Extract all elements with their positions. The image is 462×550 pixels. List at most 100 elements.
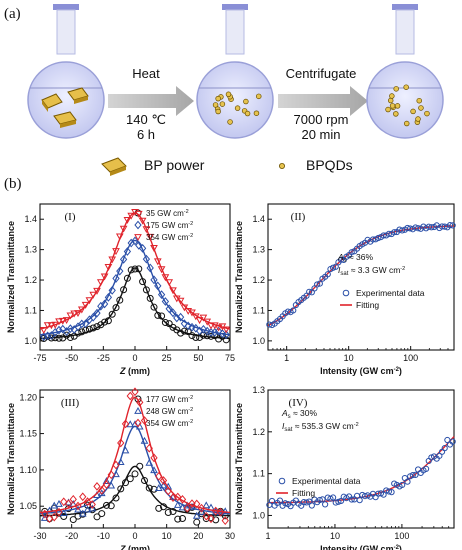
step1-line1: 140 ℃	[126, 112, 166, 127]
data-point	[59, 324, 67, 334]
data-point	[173, 313, 181, 323]
data-point	[153, 258, 162, 266]
x-tick-label: 0	[132, 531, 137, 541]
data-point	[108, 286, 116, 295]
data-point	[131, 265, 139, 273]
data-point	[88, 504, 97, 512]
data-point	[319, 496, 326, 503]
y-tick-label: 1.1	[252, 469, 265, 479]
data-point	[55, 334, 63, 342]
legend-bpqds: BPQDs	[306, 157, 353, 173]
x-tick-label: 20	[193, 531, 203, 541]
data-point	[159, 476, 168, 485]
x-tick-label: 1	[265, 531, 270, 541]
data-point	[211, 327, 219, 337]
data-point	[116, 266, 124, 276]
data-point	[218, 329, 227, 339]
y-tick-label: 1.0	[252, 336, 265, 346]
bpqd-dot	[416, 97, 422, 104]
data-point	[150, 275, 158, 285]
step1-title: Heat	[132, 66, 160, 81]
data-point	[69, 494, 77, 504]
x-tick-label: 30	[225, 531, 235, 541]
data-point	[150, 303, 158, 311]
data-point	[184, 328, 192, 336]
fit-curve-354	[39, 212, 231, 330]
panel-tag: (IV)	[289, 397, 308, 409]
data-point	[404, 478, 411, 485]
data-point	[214, 324, 223, 332]
data-point	[70, 310, 79, 318]
data-point	[74, 501, 82, 511]
data-point	[121, 419, 130, 429]
data-point	[203, 332, 211, 340]
data-point	[203, 318, 212, 326]
data-point	[78, 328, 86, 336]
data-point	[164, 486, 172, 496]
data-point	[77, 306, 86, 314]
data-point	[150, 466, 158, 474]
data-point	[173, 501, 182, 508]
data-point	[146, 294, 154, 302]
data-point	[116, 458, 125, 466]
data-point	[165, 279, 174, 287]
data-point	[135, 240, 143, 250]
legend-marker	[278, 477, 286, 485]
data-point	[43, 322, 52, 330]
data-point	[47, 322, 56, 330]
data-point	[322, 501, 329, 508]
data-point	[112, 494, 120, 502]
data-point	[375, 234, 382, 242]
data-point	[115, 233, 124, 241]
data-point	[120, 286, 128, 294]
data-point	[122, 479, 129, 487]
bp-flake	[41, 93, 63, 112]
data-point	[195, 326, 204, 336]
data-point	[164, 509, 172, 517]
data-point	[330, 264, 337, 271]
data-point	[169, 508, 177, 516]
data-point	[176, 312, 185, 322]
data-point	[159, 481, 168, 489]
bp-power-legend-icon	[101, 157, 127, 176]
data-point	[308, 502, 315, 509]
data-point	[79, 492, 87, 502]
y-tick-label: 1.3	[252, 245, 265, 255]
data-point	[62, 317, 71, 325]
data-point	[55, 499, 63, 507]
legend-marker	[134, 395, 142, 403]
bpqd-dots	[385, 84, 430, 127]
data-point	[145, 484, 153, 492]
data-point	[316, 496, 323, 504]
data-point	[330, 494, 337, 501]
bpqd-dot	[389, 103, 396, 109]
y-tick-label: 1.10	[19, 465, 37, 475]
data-point	[55, 318, 63, 326]
data-point	[136, 462, 144, 470]
y-tick-label: 1.4	[252, 214, 265, 224]
data-point	[112, 274, 120, 283]
data-point	[221, 507, 230, 515]
data-point	[107, 502, 115, 510]
data-point	[385, 488, 392, 495]
x-tick-label: 50	[193, 353, 203, 363]
legend-label: 354 GW cm-2	[146, 419, 193, 428]
data-point	[136, 397, 144, 407]
chart-I: -75 -50 -25 0 25 50 75 1.0 1.1 1.2 1.3 1.4 Normalize…	[6, 203, 235, 376]
data-point	[202, 511, 210, 521]
x-axis-label: Z (mm)	[119, 366, 150, 376]
data-point	[131, 420, 139, 428]
annotation-as: As ≈ 36%	[337, 252, 374, 264]
data-point	[142, 226, 151, 234]
data-point	[107, 481, 116, 489]
x-tick-label: 0	[132, 353, 137, 363]
data-point	[180, 327, 188, 335]
data-point	[332, 499, 339, 506]
data-point	[123, 216, 132, 224]
x-tick-label: 10	[330, 531, 340, 541]
y-axis-label: Normalized Transmittance	[234, 221, 244, 333]
arrow-heat	[108, 86, 194, 116]
data-point	[108, 256, 117, 264]
x-tick-label: -10	[97, 531, 110, 541]
data-point	[138, 217, 147, 225]
